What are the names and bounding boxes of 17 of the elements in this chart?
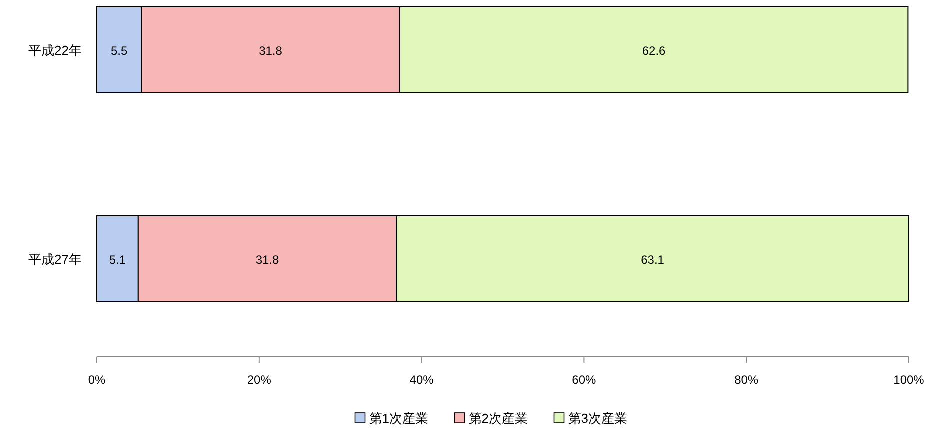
x-tick-label: 100% [894,373,925,387]
y-tick-label: 平成22年 [28,43,82,58]
legend-label: 第2次産業 [468,411,528,426]
x-tick-label: 40% [410,373,434,387]
data-label: 63.1 [641,253,665,267]
legend-label: 第3次産業 [568,411,628,426]
x-tick-label: 80% [734,373,759,387]
legend-label: 第1次産業 [369,411,428,426]
y-tick-label: 平成27年 [28,252,82,267]
data-label: 5.1 [109,253,126,267]
data-label: 62.6 [642,44,666,58]
x-tick-label: 0% [88,373,106,387]
data-label: 5.5 [110,44,128,58]
data-label: 31.8 [256,253,280,267]
x-tick-label: 20% [247,373,272,387]
x-tick-label: 60% [572,373,597,387]
data-label: 31.8 [259,44,283,58]
